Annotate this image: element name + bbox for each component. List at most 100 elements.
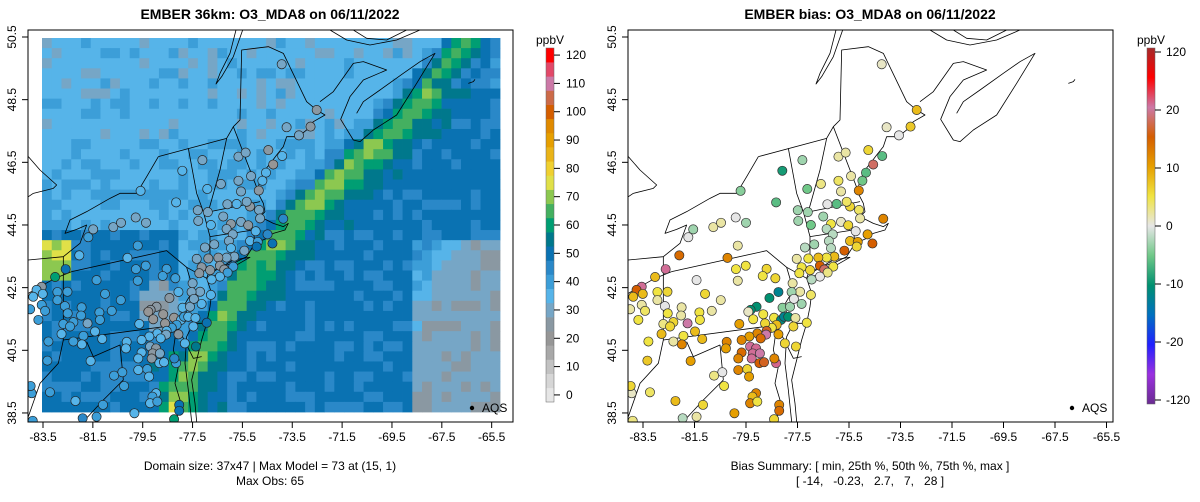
raster-cell [451,219,462,231]
raster-cell [480,68,491,79]
obs-site-marker [116,217,126,228]
raster-cell [451,290,462,302]
raster-cell [490,280,501,292]
raster-cell [480,381,491,393]
raster-cell [344,219,355,231]
bias-site-marker [670,396,681,407]
raster-cell [110,331,121,342]
raster-cell [334,401,345,413]
raster-cell [256,331,267,342]
raster-cell [383,219,394,231]
raster-cell [470,331,481,342]
raster-cell [149,280,160,292]
x-tick-label: -75.5 [835,430,863,444]
raster-cell [188,219,199,231]
raster-cell [275,361,287,372]
raster-cell [480,219,491,231]
raster-cell [305,128,316,140]
raster-cell [412,68,423,79]
raster-cell [149,189,160,201]
raster-cell [149,270,160,281]
raster-cell [207,230,218,241]
raster-cell [80,88,92,100]
raster-cell [119,169,131,180]
raster-cell [158,371,170,383]
raster-cell [363,179,374,191]
raster-cell [61,139,72,150]
bias-site-marker [790,313,801,323]
raster-cell [305,88,316,100]
raster-cell [227,58,238,69]
raster-cell [353,250,364,261]
raster-cell [149,401,160,413]
raster-cell [217,300,228,312]
raster-cell [344,361,355,372]
raster-cell [383,209,394,221]
raster-cell [461,351,472,362]
raster-cell [236,381,248,393]
raster-cell [119,118,131,130]
raster-cell [324,98,335,110]
raster-cell [256,199,267,211]
raster-cell [207,149,218,160]
raster-cell [197,169,209,180]
raster-cell [490,290,501,302]
obs-site-marker [202,184,213,194]
obs-site-marker [131,264,141,275]
raster-cell [295,341,306,352]
raster-cell [305,149,316,160]
raster-cell [285,371,296,383]
raster-cell [275,321,287,332]
raster-cell [217,341,228,352]
raster-cell [178,361,189,372]
raster-cell [392,118,403,130]
bias-site-marker [854,204,864,215]
raster-cell [275,179,287,191]
bias-site-marker [717,367,728,378]
bias-site-marker [802,184,813,194]
raster-cell [90,139,101,150]
raster-cell [227,189,238,201]
raster-cell [246,381,257,393]
raster-cell [412,391,423,403]
raster-cell [246,391,257,403]
raster-cell [158,68,170,79]
raster-cell [256,169,267,180]
raster-cell [139,78,150,89]
raster-cell [392,401,403,413]
raster-cell [470,58,481,69]
raster-cell [431,88,442,100]
raster-cell [314,159,325,170]
raster-cell [383,351,394,362]
raster-cell [344,149,355,160]
raster-cell [110,139,121,150]
raster-cell [51,250,62,261]
raster-cell [490,351,501,362]
raster-cell [42,331,53,342]
raster-cell [42,361,53,372]
raster-cell [470,199,481,211]
raster-cell [178,48,189,59]
y-tick-label: 50.5 [5,25,19,49]
raster-cell [344,341,355,352]
raster-cell [431,351,442,362]
raster-cell [295,98,306,110]
raster-cell [119,240,131,251]
raster-cell [266,341,277,352]
raster-cell [158,290,170,302]
raster-cell [236,38,248,49]
raster-cell [275,280,287,292]
raster-cell [42,219,53,231]
raster-cell [470,189,481,201]
raster-cell [295,169,306,180]
raster-cell [305,139,316,150]
raster-cell [217,219,228,231]
raster-cell [110,300,121,312]
raster-cell [168,240,179,251]
bias-site-marker [698,399,708,410]
raster-cell [217,401,228,413]
raster-cell [256,290,267,302]
raster-cell [470,108,481,120]
raster-cell [61,98,72,110]
raster-cell [480,209,491,221]
